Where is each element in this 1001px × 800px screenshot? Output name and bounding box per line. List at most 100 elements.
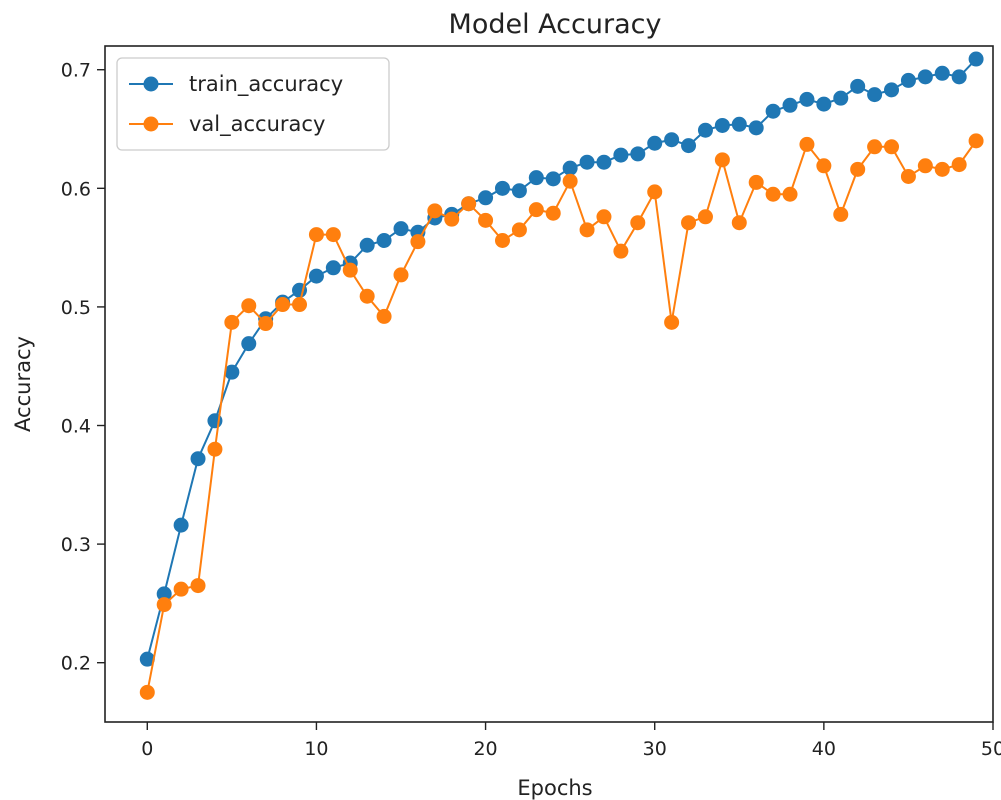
data-point-val_accuracy	[900, 168, 916, 184]
data-point-train_accuracy	[308, 268, 324, 284]
data-point-train_accuracy	[224, 364, 240, 380]
x-tick-label: 40	[812, 738, 836, 760]
data-point-val_accuracy	[410, 234, 426, 250]
data-point-val_accuracy	[511, 222, 527, 238]
y-tick-label: 0.2	[61, 653, 91, 675]
data-point-val_accuracy	[630, 215, 646, 231]
data-point-val_accuracy	[359, 288, 375, 304]
data-point-val_accuracy	[207, 441, 223, 457]
data-point-train_accuracy	[325, 260, 341, 276]
data-point-train_accuracy	[478, 190, 494, 206]
data-point-train_accuracy	[748, 120, 764, 136]
data-point-train_accuracy	[884, 82, 900, 98]
data-point-train_accuracy	[528, 170, 544, 186]
data-point-train_accuracy	[376, 232, 392, 248]
data-point-train_accuracy	[156, 586, 172, 602]
data-point-train_accuracy	[494, 180, 510, 196]
data-point-val_accuracy	[224, 314, 240, 330]
data-point-val_accuracy	[681, 215, 697, 231]
data-point-val_accuracy	[917, 158, 933, 174]
data-point-val_accuracy	[478, 212, 494, 228]
data-point-val_accuracy	[647, 184, 663, 200]
data-point-val_accuracy	[579, 222, 595, 238]
data-point-train_accuracy	[799, 91, 815, 107]
data-point-val_accuracy	[562, 173, 578, 189]
y-axis-label: Accuracy	[11, 336, 35, 432]
data-point-val_accuracy	[325, 227, 341, 243]
data-point-train_accuracy	[816, 96, 832, 112]
legend-swatch-marker	[143, 76, 159, 92]
y-tick-label: 0.6	[61, 178, 91, 200]
series-line-val_accuracy	[146, 140, 977, 693]
legend-box	[116, 57, 390, 151]
data-point-train_accuracy	[511, 183, 527, 199]
data-point-train_accuracy	[697, 122, 713, 138]
legend: train_accuracy val_accuracy	[116, 57, 390, 151]
data-point-val_accuracy	[139, 684, 155, 700]
data-point-val_accuracy	[275, 297, 291, 313]
data-point-train_accuracy	[917, 69, 933, 85]
data-point-val_accuracy	[173, 581, 189, 597]
data-point-val_accuracy	[528, 202, 544, 218]
data-point-train_accuracy	[833, 90, 849, 106]
data-point-val_accuracy	[494, 232, 510, 248]
data-point-train_accuracy	[545, 171, 561, 187]
data-point-train_accuracy	[562, 160, 578, 176]
data-point-train_accuracy	[850, 78, 866, 94]
data-point-val_accuracy	[190, 578, 206, 594]
data-point-val_accuracy	[376, 308, 392, 324]
data-point-val_accuracy	[241, 298, 257, 314]
ticks-layer: 0 10 20 30 40 50 0.2 0.3 0.4 0.5 0.6 0.7	[61, 60, 1001, 760]
y-tick-label: 0.7	[61, 60, 91, 82]
data-point-train_accuracy	[951, 69, 967, 85]
data-point-train_accuracy	[934, 65, 950, 81]
data-point-val_accuracy	[816, 158, 832, 174]
data-point-val_accuracy	[156, 597, 172, 613]
data-point-train_accuracy	[968, 51, 984, 67]
data-point-val_accuracy	[714, 152, 730, 168]
data-point-val_accuracy	[664, 314, 680, 330]
legend-swatch-marker	[143, 116, 159, 132]
data-point-val_accuracy	[799, 136, 815, 152]
data-point-val_accuracy	[613, 243, 629, 259]
data-point-val_accuracy	[258, 316, 274, 332]
data-point-val_accuracy	[427, 203, 443, 219]
data-point-train_accuracy	[190, 451, 206, 467]
data-point-val_accuracy	[697, 209, 713, 225]
x-tick-label: 50	[981, 738, 1001, 760]
data-point-val_accuracy	[444, 211, 460, 227]
data-point-val_accuracy	[748, 174, 764, 190]
data-point-val_accuracy	[393, 267, 409, 283]
data-point-train_accuracy	[731, 116, 747, 132]
data-point-val_accuracy	[545, 205, 561, 221]
data-point-val_accuracy	[884, 139, 900, 155]
data-point-val_accuracy	[342, 262, 358, 278]
data-point-train_accuracy	[900, 72, 916, 88]
y-tick-label: 0.5	[61, 297, 91, 319]
x-tick-label: 0	[141, 738, 153, 760]
data-point-val_accuracy	[731, 215, 747, 231]
data-point-train_accuracy	[359, 237, 375, 253]
data-point-train_accuracy	[393, 221, 409, 237]
data-point-val_accuracy	[850, 161, 866, 177]
data-point-train_accuracy	[765, 103, 781, 119]
data-point-train_accuracy	[681, 138, 697, 154]
data-point-val_accuracy	[968, 133, 984, 149]
data-point-val_accuracy	[934, 161, 950, 177]
data-point-val_accuracy	[765, 186, 781, 202]
data-point-train_accuracy	[241, 336, 257, 352]
data-point-train_accuracy	[173, 517, 189, 533]
data-point-train_accuracy	[613, 147, 629, 163]
y-tick-label: 0.4	[61, 416, 91, 438]
data-point-train_accuracy	[630, 146, 646, 162]
data-point-val_accuracy	[833, 206, 849, 222]
data-point-val_accuracy	[782, 186, 798, 202]
x-tick-label: 10	[304, 738, 328, 760]
data-point-val_accuracy	[292, 297, 308, 313]
x-tick-label: 30	[643, 738, 667, 760]
plot-layer	[139, 51, 984, 700]
data-point-val_accuracy	[308, 227, 324, 243]
data-point-train_accuracy	[867, 87, 883, 103]
